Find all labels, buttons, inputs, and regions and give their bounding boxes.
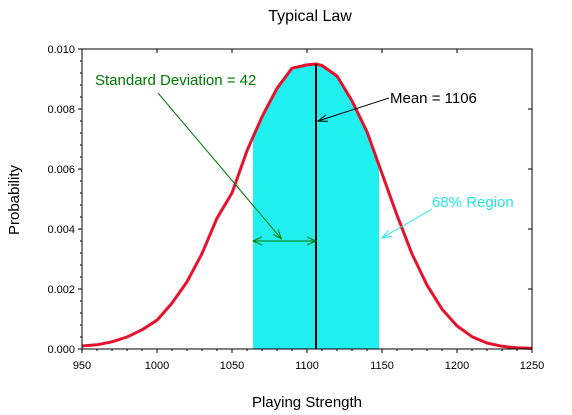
y-tick-label: 0.008 — [47, 104, 75, 116]
x-axis-title: Playing Strength — [252, 394, 362, 411]
std-deviation-arrow — [251, 236, 318, 246]
x-tick-label: 1250 — [520, 360, 544, 372]
std-annotation-leader — [157, 92, 282, 240]
x-tick-label: 950 — [73, 360, 91, 372]
x-axis: 950 1000 1050 1100 1150 1200 1250 — [73, 49, 544, 372]
y-tick-label: 0.006 — [47, 164, 75, 176]
region-annotation-arrowhead — [380, 230, 392, 239]
std-annotation-arrowhead — [272, 229, 283, 241]
x-tick-label: 1000 — [145, 360, 169, 372]
chart-title: Typical Law — [268, 8, 352, 25]
x-tick-label: 1150 — [370, 360, 394, 372]
x-tick-label: 1200 — [445, 360, 469, 372]
y-tick-label: 0.002 — [47, 284, 75, 296]
y-tick-label: 0.010 — [47, 44, 75, 56]
y-axis-title: Probability — [6, 164, 23, 235]
y-axis: 0.000 0.002 0.004 0.006 0.008 0.010 — [47, 44, 532, 356]
std-deviation-annotation: Standard Deviation = 42 — [95, 72, 256, 89]
y-tick-label: 0.004 — [47, 224, 75, 236]
annotations: Standard Deviation = 42 Mean = 1106 68% … — [95, 72, 514, 241]
y-tick-label: 0.000 — [47, 344, 75, 356]
region-annotation-leader — [381, 208, 433, 239]
mean-annotation-arrowhead — [316, 114, 329, 122]
region-annotation: 68% Region — [432, 194, 514, 211]
x-tick-label: 1100 — [295, 360, 319, 372]
std-arrow-head-right — [306, 236, 318, 246]
series-line — [81, 62, 533, 350]
mean-annotation: Mean = 1106 — [390, 90, 477, 107]
mean-annotation-leader — [317, 97, 390, 122]
plot-area — [81, 48, 533, 350]
x-tick-label: 1050 — [220, 360, 244, 372]
std-arrow-head-left — [251, 236, 263, 246]
